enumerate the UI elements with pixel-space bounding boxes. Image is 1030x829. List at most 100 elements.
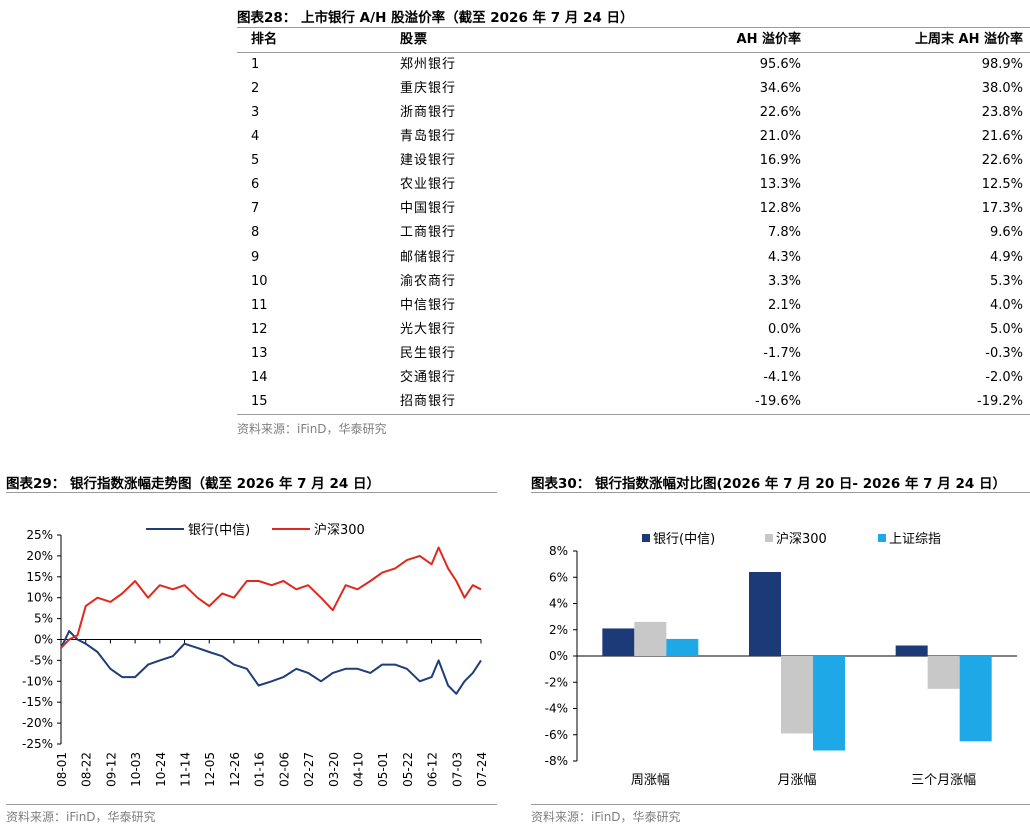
cell-prev-ah-premium: 5.0% [989,321,1023,337]
fig30-source: 资料来源：iFinD，华泰研究 [531,810,681,824]
cell-rank: 8 [251,225,260,241]
cell-ah-premium: 2.1% [767,297,801,313]
bar-2-0 [666,638,699,656]
x-tick-label: 09-12 [104,752,118,787]
x-tick-label: 11-14 [179,752,193,787]
table-row: 15 招商银行 -19.6% -19.2% [237,390,1030,415]
legend-label-1: 沪深300 [314,522,365,538]
cell-stock: 邮储银行 [400,249,457,265]
legend-label-0: 银行(中信) [653,532,715,547]
table-row: 10 渝农商行 3.3% 5.3% [237,270,1030,294]
cell-stock: 青岛银行 [400,129,457,145]
x-tick-label: 04-10 [351,752,365,787]
col-header-prev-ah-premium: 上周末 AH 溢价率 [915,32,1023,47]
fig29-source: 资料来源：iFinD，华泰研究 [6,810,156,824]
cell-stock: 光大银行 [400,321,457,337]
x-tick-label: 12-05 [203,752,217,787]
x-tick-label: 07-03 [450,752,464,787]
bar-1-0 [634,621,667,656]
fig29-bottom-rule [6,804,497,805]
col-header-ah-premium: AH 溢价率 [736,32,801,47]
cell-prev-ah-premium: 23.8% [981,105,1023,121]
y-tick-label: -10% [22,674,53,688]
cell-prev-ah-premium: 9.6% [989,225,1023,241]
legend-swatch-1 [765,534,773,542]
table-row: 1 郑州银行 95.6% 98.9% [237,53,1030,77]
cell-ah-premium: 13.3% [759,177,801,193]
cell-ah-premium: -19.6% [755,393,801,409]
y-tick-label: -15% [22,695,53,709]
cell-rank: 11 [251,297,268,313]
table-row: 6 农业银行 13.3% 12.5% [237,173,1030,197]
series-line-1 [60,546,482,649]
cell-rank: 1 [251,57,260,72]
table-row: 13 民生银行 -1.7% -0.3% [237,342,1030,366]
x-tick-label: 05-22 [401,752,415,787]
bar-1-2 [927,656,960,689]
cell-rank: 3 [251,105,260,121]
cell-rank: 6 [251,177,260,193]
cell-stock: 郑州银行 [400,57,457,72]
cell-stock: 招商银行 [400,393,457,409]
cell-ah-premium: 4.3% [767,249,801,265]
y-tick-label: 25% [26,528,53,542]
x-tick-label: 06-12 [426,752,440,787]
legend-label-1: 沪深300 [776,531,827,547]
cell-stock: 建设银行 [400,153,457,169]
y-tick-label: 10% [26,591,53,605]
cell-rank: 13 [251,345,268,361]
x-tick-label: 05-01 [376,752,390,787]
cell-ah-premium: -1.7% [763,345,801,361]
cell-rank: 15 [251,393,268,409]
cell-stock: 渝农商行 [400,273,457,289]
fig30-bar-chart: 8% 6% 4% 2% 0% -2% -4% -6% -8% 周涨幅 月涨幅 三个月涨幅 银行(中信) 沪… [545,531,1017,788]
bar-1-1 [781,656,813,734]
bar-0-2 [895,645,928,656]
cell-prev-ah-premium: 21.6% [981,129,1023,145]
fig28-source: 资料来源：iFinD，华泰研究 [237,422,387,436]
x-tick-label: 01-16 [253,752,267,787]
cell-ah-premium: 22.6% [759,105,801,121]
bar-2-2 [959,656,992,742]
cell-ah-premium: 34.6% [759,81,801,97]
table-row: 2 重庆银行 34.6% 38.0% [237,77,1030,101]
cell-prev-ah-premium: 4.0% [989,297,1023,313]
cell-ah-premium: 12.8% [759,201,801,217]
y-tick-label: -2% [545,675,568,689]
x-tick-label: 08-22 [80,752,94,787]
fig30-top-rule [531,492,1030,493]
x-tick-label: 08-01 [55,752,69,787]
y-tick-label: 15% [26,570,53,584]
fig28-title: 图表28： 上市银行 A/H 股溢价率（截至 2026 年 7 月 24 日） [237,10,634,26]
cell-ah-premium: -4.1% [763,369,801,385]
cell-ah-premium: 3.3% [767,273,801,289]
legend-swatch-2 [878,534,886,542]
cell-stock: 交通银行 [400,369,457,385]
category-label: 三个月涨幅 [911,773,976,788]
table-body: 1 郑州银行 95.6% 98.9% 2 重庆银行 34.6% 38.0% 3 浙商银行 22.6%… [237,53,1030,415]
cell-prev-ah-premium: -19.2% [977,393,1023,409]
cell-rank: 14 [251,369,268,385]
x-tick-label: 07-24 [475,752,489,787]
cell-ah-premium: 7.8% [767,225,801,241]
cell-prev-ah-premium: 12.5% [981,177,1023,193]
y-tick-label: 5% [34,612,53,626]
fig29-line-chart: 25% 20% 15% 10% 5% 0% -5% -10% -15% -20% -25%08-01… [22,522,489,787]
table-row: 9 邮储银行 4.3% 4.9% [237,246,1030,270]
cell-rank: 2 [251,81,260,97]
y-tick-label: -5% [30,653,53,667]
series-line-0 [60,630,482,695]
cell-stock: 浙商银行 [400,105,457,121]
col-header-stock: 股票 [400,32,429,47]
cell-prev-ah-premium: 17.3% [981,201,1023,217]
y-tick-label: 2% [549,623,568,637]
fig28-top-rule [237,27,1030,28]
cell-prev-ah-premium: 22.6% [981,153,1023,169]
x-tick-label: 03-20 [327,752,341,787]
fig30-bottom-rule [531,804,1030,805]
cell-prev-ah-premium: -2.0% [985,369,1023,385]
fig28-table: 排名 股票 AH 溢价率 上周末 AH 溢价率 1 郑州银行 95.6% 98.9% 2… [237,28,1030,415]
table-header-row: 排名 股票 AH 溢价率 上周末 AH 溢价率 [237,28,1030,53]
y-tick-label: 0% [549,649,568,663]
y-tick-label: -6% [545,728,568,742]
